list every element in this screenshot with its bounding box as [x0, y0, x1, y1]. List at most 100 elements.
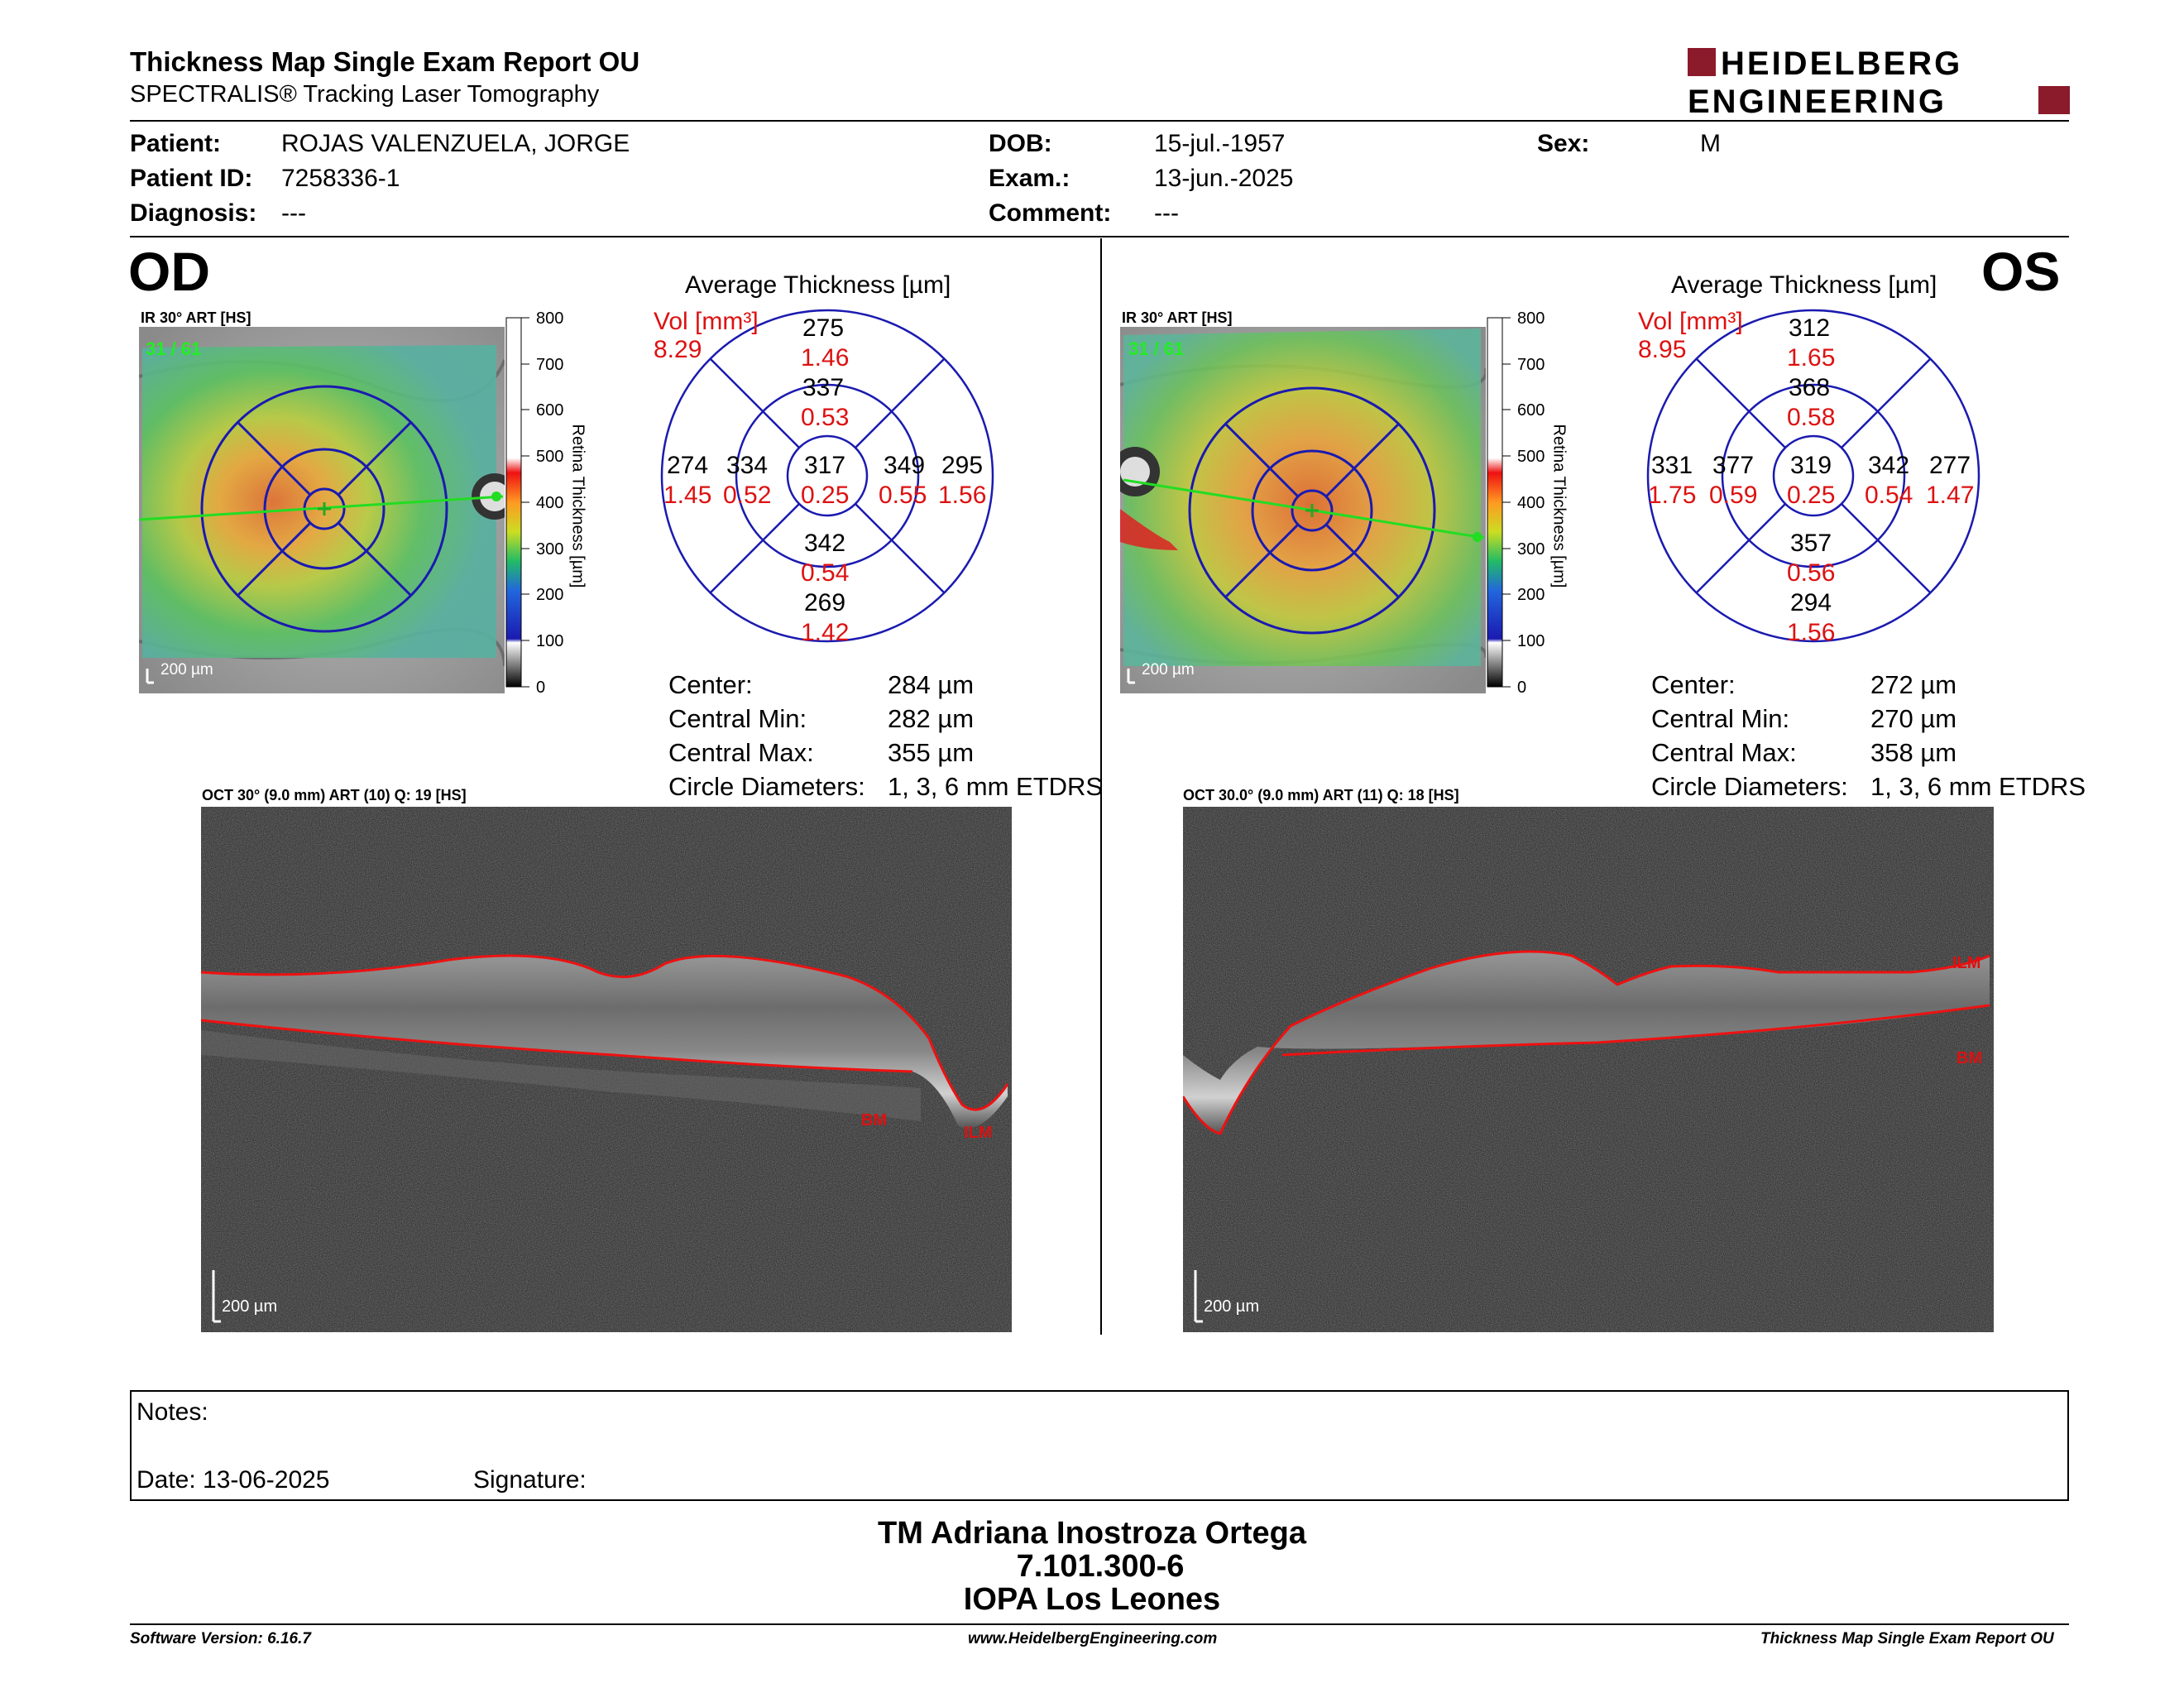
signatory-name: TM Adriana Inostroza Ortega: [878, 1516, 1306, 1551]
od-etdrs-chart: [654, 302, 1001, 650]
logo-line2: ENGINEERING: [1688, 84, 1947, 117]
report-title: Thickness Map Single Exam Report OU: [130, 46, 640, 77]
od-outer-left-thickness: 274: [667, 452, 709, 479]
info-divider: [130, 236, 2069, 237]
os-outer-left-thickness: 331: [1651, 452, 1693, 479]
notes-box[interactable]: [130, 1390, 2069, 1501]
os-cbar-tick-200: 200: [1517, 586, 1545, 604]
exam-value: 13-jun.-2025: [1154, 165, 1294, 192]
od-ir-label: IR 30° ART [HS]: [141, 309, 251, 326]
diagnosis-value: ---: [281, 199, 306, 227]
os-stat-center-label: Center:: [1651, 670, 1736, 699]
center-divider: [1100, 238, 1102, 1335]
od-inner-right-volume: 0.55: [879, 482, 927, 509]
od-inner-inf-thickness: 342: [804, 530, 846, 557]
os-outer-sup-volume: 1.65: [1787, 344, 1836, 372]
od-oct-scale: 200 µm: [222, 1297, 277, 1316]
od-cbar-tick-500: 500: [536, 448, 564, 466]
os-stat-diam-value: 1, 3, 6 mm ETDRS: [1870, 772, 2086, 801]
os-avg-title: Average Thickness [µm]: [1671, 271, 1937, 299]
os-inner-left-volume: 0.59: [1709, 482, 1758, 509]
sex-label: Sex:: [1537, 130, 1590, 157]
notes-label: Notes:: [136, 1398, 208, 1426]
os-inner-inf-thickness: 357: [1790, 530, 1832, 557]
os-inner-left-thickness: 377: [1712, 452, 1755, 479]
diagnosis-label: Diagnosis:: [130, 199, 257, 227]
od-cbar-tick-200: 200: [536, 586, 564, 604]
comment-value: ---: [1154, 199, 1179, 227]
os-vol-value: 8.95: [1638, 336, 1687, 363]
patient-id-label: Patient ID:: [130, 165, 253, 192]
od-stat-diam-value: 1, 3, 6 mm ETDRS: [888, 772, 1104, 801]
os-stat-center-value: 272 µm: [1870, 670, 1957, 699]
os-ir-label: IR 30° ART [HS]: [1122, 309, 1233, 326]
signature-label: Signature:: [473, 1466, 587, 1494]
od-inner-sup-thickness: 337: [802, 374, 845, 401]
od-cbar-tick-600: 600: [536, 401, 564, 420]
od-cbar-tick-0: 0: [536, 679, 546, 697]
os-outer-right-volume: 1.47: [1926, 482, 1975, 509]
logo-line1: HEIDELBERG: [1721, 46, 1962, 82]
footer-report: Thickness Map Single Exam Report OU: [1760, 1630, 2054, 1647]
od-outer-inf-thickness: 269: [804, 589, 846, 616]
os-center-volume: 0.25: [1787, 482, 1836, 509]
od-cbar-tick-100: 100: [536, 632, 564, 650]
od-stat-center-value: 284 µm: [888, 670, 975, 699]
od-colorbar: [503, 316, 594, 697]
os-outer-right-thickness: 277: [1929, 452, 1971, 479]
heidelberg-logo: HEIDELBERG ENGINEERING: [1688, 45, 2070, 120]
footer-divider: [130, 1623, 2069, 1625]
dob-value: 15-jul.-1957: [1154, 130, 1286, 157]
patient-value: ROJAS VALENZUELA, JORGE: [281, 130, 630, 157]
od-stat-max-value: 355 µm: [888, 738, 975, 767]
os-bm-label: BM: [1956, 1049, 1982, 1067]
od-outer-right-thickness: 295: [941, 452, 984, 479]
os-oct-label: OCT 30.0° (9.0 mm) ART (11) Q: 18 [HS]: [1183, 787, 1459, 803]
os-stat-min-label: Central Min:: [1651, 704, 1790, 733]
os-inner-right-thickness: 342: [1868, 452, 1910, 479]
sex-value: M: [1700, 130, 1721, 157]
od-inner-left-volume: 0.52: [723, 482, 772, 509]
os-outer-left-volume: 1.75: [1648, 482, 1697, 509]
os-cbar-tick-400: 400: [1517, 494, 1545, 512]
os-stat-max-label: Central Max:: [1651, 738, 1797, 767]
os-oct-scale: 200 µm: [1204, 1297, 1259, 1316]
od-cbar-tick-300: 300: [536, 540, 564, 559]
patient-label: Patient:: [130, 130, 222, 157]
footer-website[interactable]: www.HeidelbergEngineering.com: [968, 1630, 1218, 1647]
dob-label: DOB:: [989, 130, 1052, 157]
signatory-institution: IOPA Los Leones: [963, 1582, 1221, 1617]
od-outer-left-volume: 1.45: [663, 482, 712, 509]
os-eye-label: OS: [1981, 241, 2061, 302]
os-stat-diam-label: Circle Diameters:: [1651, 772, 1848, 801]
comment-label: Comment:: [989, 199, 1112, 227]
os-cbar-tick-300: 300: [1517, 540, 1545, 559]
os-etdrs-chart: [1640, 302, 1987, 650]
os-inner-inf-volume: 0.56: [1787, 559, 1836, 587]
os-colorbar: [1484, 316, 1575, 697]
os-cbar-tick-100: 100: [1517, 632, 1545, 650]
os-cbar-tick-700: 700: [1517, 356, 1545, 374]
od-oct-bscan: BM ILM 200 µm: [201, 807, 1012, 1332]
od-fundus-image: 31 / 61 200 µm: [139, 327, 505, 693]
od-outer-sup-thickness: 275: [802, 314, 845, 342]
od-eye-label: OD: [128, 241, 210, 302]
od-avg-title: Average Thickness [µm]: [685, 271, 951, 299]
od-stat-min-label: Central Min:: [668, 704, 807, 733]
od-outer-right-volume: 1.56: [938, 482, 987, 509]
os-outer-inf-thickness: 294: [1790, 589, 1832, 616]
od-center-thickness: 317: [804, 452, 846, 479]
od-vol-label: Vol [mm³]: [654, 308, 759, 335]
date-label: Date: 13-06-2025: [136, 1466, 330, 1494]
od-cbar-tick-800: 800: [536, 309, 564, 328]
od-outer-inf-volume: 1.42: [801, 619, 850, 646]
os-inner-right-volume: 0.54: [1865, 482, 1913, 509]
od-stat-diam-label: Circle Diameters:: [668, 772, 865, 801]
od-bm-label: BM: [861, 1111, 887, 1129]
os-cbar-tick-600: 600: [1517, 401, 1545, 420]
od-fundus-scale: 200 µm: [160, 661, 213, 679]
os-outer-sup-thickness: 312: [1789, 314, 1831, 342]
os-inner-sup-thickness: 368: [1789, 374, 1831, 401]
od-vol-value: 8.29: [654, 336, 702, 363]
patient-id-value: 7258336-1: [281, 165, 400, 192]
